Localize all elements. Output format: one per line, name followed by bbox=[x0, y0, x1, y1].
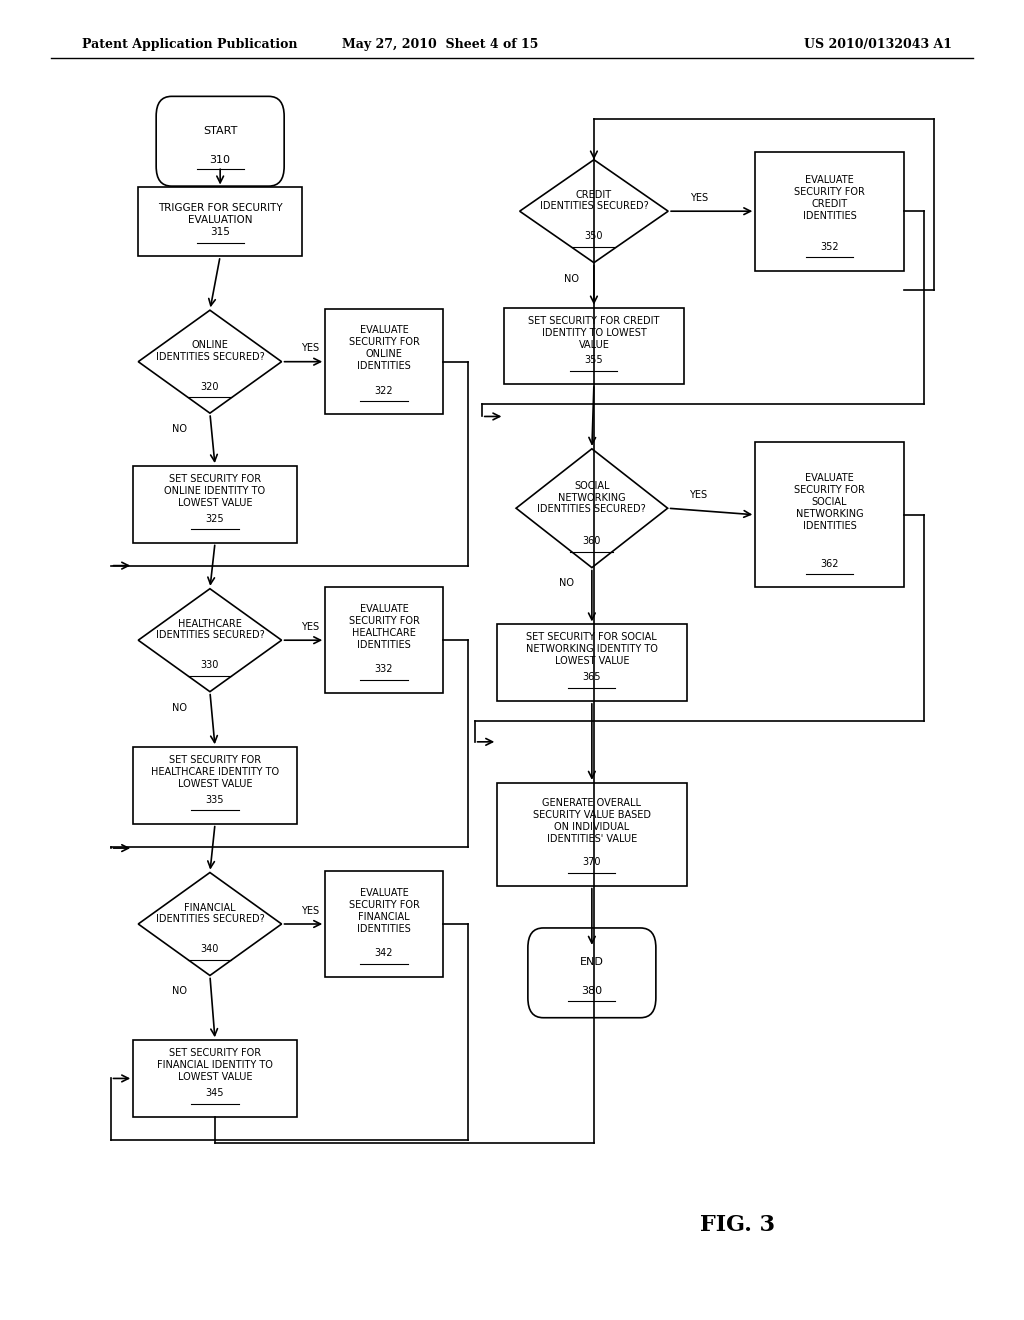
Text: NO: NO bbox=[559, 578, 573, 589]
Bar bbox=[326, 871, 442, 977]
Polygon shape bbox=[519, 160, 668, 263]
Text: 380: 380 bbox=[582, 986, 602, 997]
Bar bbox=[138, 187, 302, 256]
Text: 355: 355 bbox=[585, 355, 603, 366]
Text: EVALUATE
SECURITY FOR
HEALTHCARE
IDENTITIES: EVALUATE SECURITY FOR HEALTHCARE IDENTIT… bbox=[348, 605, 420, 649]
Text: YES: YES bbox=[690, 193, 708, 203]
Text: SOCIAL
NETWORKING
IDENTITIES SECURED?: SOCIAL NETWORKING IDENTITIES SECURED? bbox=[538, 480, 646, 515]
Text: 370: 370 bbox=[583, 857, 601, 867]
Bar bbox=[497, 783, 686, 886]
Text: 332: 332 bbox=[375, 664, 393, 675]
Text: NO: NO bbox=[172, 702, 186, 713]
Text: 350: 350 bbox=[585, 231, 603, 242]
Polygon shape bbox=[516, 449, 668, 568]
Text: EVALUATE
SECURITY FOR
SOCIAL
NETWORKING
IDENTITIES: EVALUATE SECURITY FOR SOCIAL NETWORKING … bbox=[794, 473, 865, 531]
Text: CREDIT
IDENTITIES SECURED?: CREDIT IDENTITIES SECURED? bbox=[540, 190, 648, 211]
Text: ONLINE
IDENTITIES SECURED?: ONLINE IDENTITIES SECURED? bbox=[156, 341, 264, 362]
Text: 320: 320 bbox=[201, 381, 219, 392]
Text: US 2010/0132043 A1: US 2010/0132043 A1 bbox=[804, 38, 952, 51]
Text: TRIGGER FOR SECURITY
EVALUATION: TRIGGER FOR SECURITY EVALUATION bbox=[158, 203, 283, 224]
Text: 315: 315 bbox=[210, 227, 230, 238]
FancyBboxPatch shape bbox=[156, 96, 284, 186]
FancyBboxPatch shape bbox=[528, 928, 655, 1018]
Text: 352: 352 bbox=[820, 242, 839, 252]
Polygon shape bbox=[138, 310, 282, 413]
Text: END: END bbox=[580, 957, 604, 968]
Text: NO: NO bbox=[172, 986, 186, 997]
Text: YES: YES bbox=[689, 490, 708, 500]
Polygon shape bbox=[138, 873, 282, 975]
Text: 345: 345 bbox=[206, 1088, 224, 1098]
Bar bbox=[133, 1040, 297, 1117]
Text: 325: 325 bbox=[206, 513, 224, 524]
Text: YES: YES bbox=[301, 906, 319, 916]
Text: EVALUATE
SECURITY FOR
CREDIT
IDENTITIES: EVALUATE SECURITY FOR CREDIT IDENTITIES bbox=[794, 176, 865, 220]
Bar bbox=[133, 466, 297, 543]
Bar bbox=[497, 624, 686, 701]
Bar bbox=[504, 308, 684, 384]
Text: FINANCIAL
IDENTITIES SECURED?: FINANCIAL IDENTITIES SECURED? bbox=[156, 903, 264, 924]
Text: 365: 365 bbox=[583, 672, 601, 682]
Text: NO: NO bbox=[564, 273, 579, 284]
Text: SET SECURITY FOR
FINANCIAL IDENTITY TO
LOWEST VALUE: SET SECURITY FOR FINANCIAL IDENTITY TO L… bbox=[157, 1048, 273, 1082]
Text: EVALUATE
SECURITY FOR
ONLINE
IDENTITIES: EVALUATE SECURITY FOR ONLINE IDENTITIES bbox=[348, 326, 420, 371]
Text: YES: YES bbox=[301, 343, 319, 354]
Text: FIG. 3: FIG. 3 bbox=[699, 1214, 775, 1236]
Text: START: START bbox=[203, 125, 238, 136]
Text: SET SECURITY FOR
ONLINE IDENTITY TO
LOWEST VALUE: SET SECURITY FOR ONLINE IDENTITY TO LOWE… bbox=[165, 474, 265, 508]
Polygon shape bbox=[138, 589, 282, 692]
Text: 310: 310 bbox=[210, 154, 230, 165]
Text: GENERATE OVERALL
SECURITY VALUE BASED
ON INDIVIDUAL
IDENTITIES' VALUE: GENERATE OVERALL SECURITY VALUE BASED ON… bbox=[532, 799, 651, 843]
Text: 322: 322 bbox=[375, 385, 393, 396]
Text: SET SECURITY FOR CREDIT
IDENTITY TO LOWEST
VALUE: SET SECURITY FOR CREDIT IDENTITY TO LOWE… bbox=[528, 315, 659, 350]
Bar bbox=[326, 587, 442, 693]
Text: NO: NO bbox=[172, 424, 186, 434]
Bar bbox=[756, 442, 904, 587]
Text: 360: 360 bbox=[583, 536, 601, 546]
Bar bbox=[756, 152, 904, 271]
Text: 362: 362 bbox=[820, 558, 839, 569]
Text: SET SECURITY FOR SOCIAL
NETWORKING IDENTITY TO
LOWEST VALUE: SET SECURITY FOR SOCIAL NETWORKING IDENT… bbox=[526, 632, 657, 667]
Text: SET SECURITY FOR
HEALTHCARE IDENTITY TO
LOWEST VALUE: SET SECURITY FOR HEALTHCARE IDENTITY TO … bbox=[151, 755, 280, 789]
Text: 335: 335 bbox=[206, 795, 224, 805]
Text: EVALUATE
SECURITY FOR
FINANCIAL
IDENTITIES: EVALUATE SECURITY FOR FINANCIAL IDENTITI… bbox=[348, 888, 420, 933]
Text: 342: 342 bbox=[375, 948, 393, 958]
Bar bbox=[133, 747, 297, 824]
Text: May 27, 2010  Sheet 4 of 15: May 27, 2010 Sheet 4 of 15 bbox=[342, 38, 539, 51]
Bar bbox=[326, 309, 442, 414]
Text: YES: YES bbox=[301, 622, 319, 632]
Text: HEALTHCARE
IDENTITIES SECURED?: HEALTHCARE IDENTITIES SECURED? bbox=[156, 619, 264, 640]
Text: 330: 330 bbox=[201, 660, 219, 671]
Text: 340: 340 bbox=[201, 944, 219, 954]
Text: Patent Application Publication: Patent Application Publication bbox=[82, 38, 297, 51]
